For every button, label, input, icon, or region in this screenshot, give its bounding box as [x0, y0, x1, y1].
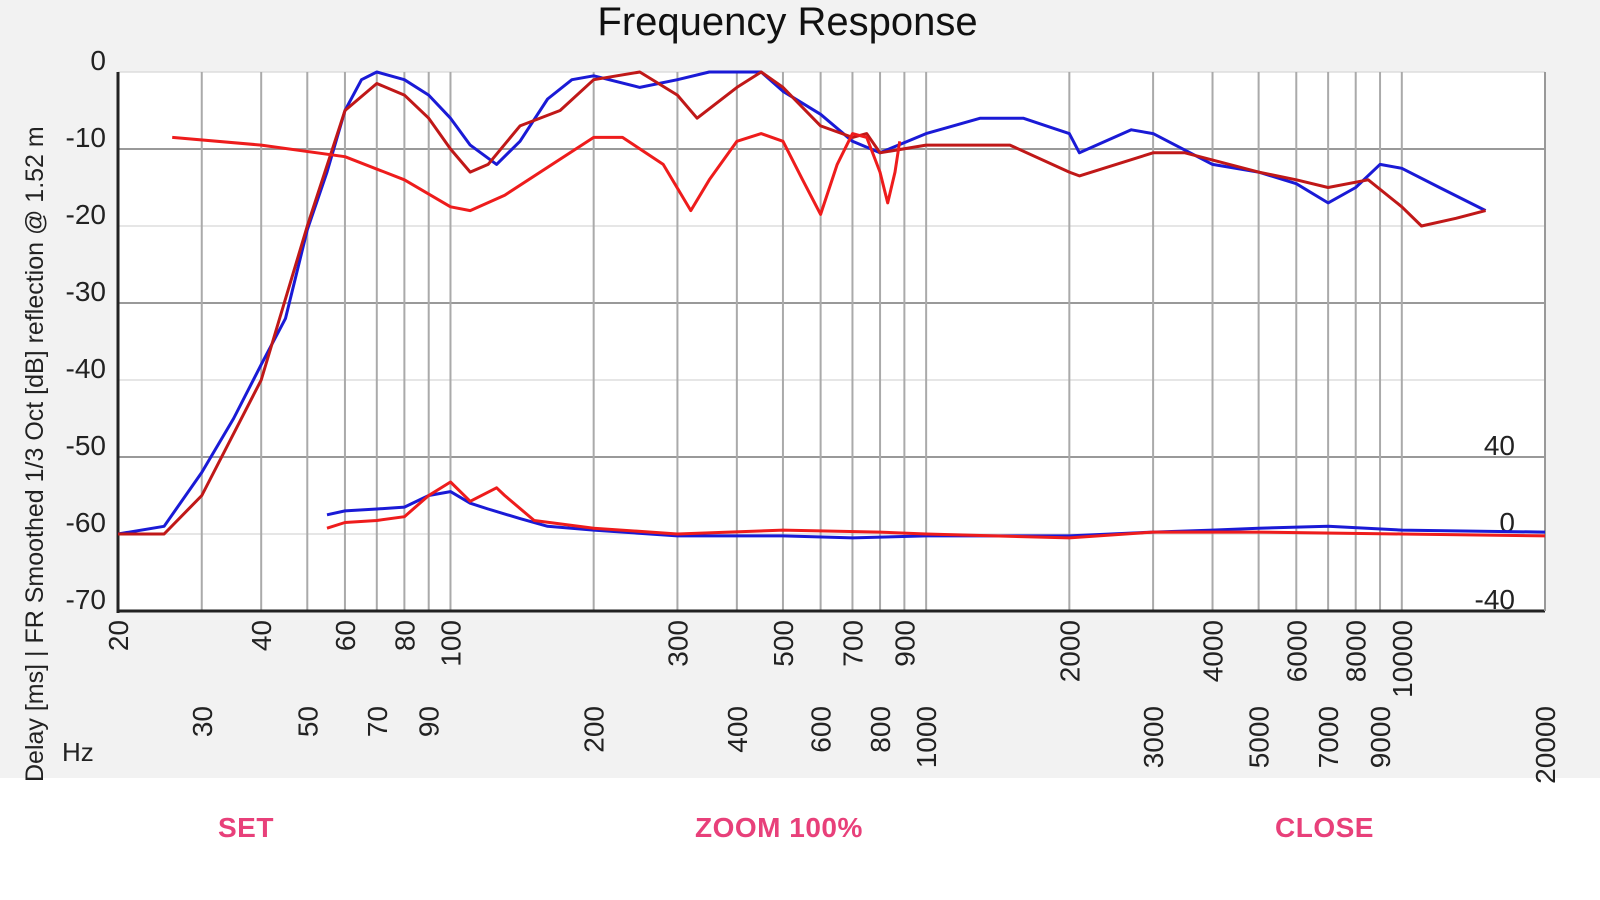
x-tick-label: 8000 — [1341, 620, 1372, 682]
series-line-2 — [172, 132, 902, 216]
x-tick-label: 200 — [579, 706, 610, 753]
x-tick-label: 3000 — [1138, 706, 1169, 768]
frequency-response-plot[interactable]: 0 -10 -20 -30 -40 -50 -60 -70 20 30 40 50 60 70 80 90 10… — [0, 0, 1600, 800]
x-tick-label: 80 — [389, 620, 420, 651]
y-tick-label: -20 — [66, 199, 106, 230]
y-tick-label: -30 — [66, 276, 106, 307]
x-tick-label: 2000 — [1054, 620, 1085, 682]
x-tick-label: 300 — [662, 620, 693, 667]
x-tick-label: 500 — [768, 620, 799, 667]
x-tick-label: 9000 — [1365, 706, 1396, 768]
y-tick-label: -10 — [66, 122, 106, 153]
series-line-1 — [118, 70, 1486, 536]
x-tick-label: 50 — [292, 706, 323, 737]
x-tick-label: 800 — [865, 706, 896, 753]
y-tick-label: -60 — [66, 507, 106, 538]
chart-title: Frequency Response — [597, 0, 978, 44]
y-tick-label: 0 — [90, 45, 106, 76]
x-tick-label: 100 — [435, 620, 466, 667]
x-tick-label: 1000 — [911, 706, 942, 768]
x-tick-label: 60 — [330, 620, 361, 651]
y2-tick-label: 40 — [1484, 430, 1515, 461]
x-tick-label: 400 — [722, 706, 753, 753]
series-line-4 — [326, 480, 1546, 540]
y-tick-label: -50 — [66, 430, 106, 461]
x-tick-label: 7000 — [1313, 706, 1344, 768]
x-tick-label: 900 — [889, 620, 920, 667]
x-tick-label: 30 — [187, 706, 218, 737]
x-tick-label: 5000 — [1244, 706, 1275, 768]
zoom-button[interactable]: ZOOM 100% — [695, 812, 863, 843]
chart-area: Frequency Response Delay [ms] | FR Smoot… — [0, 0, 1600, 784]
x-axis-unit: Hz — [62, 737, 94, 767]
x-tick-label: 20 — [103, 620, 134, 651]
x-tick-label: 70 — [362, 706, 393, 737]
x-tick-label: 4000 — [1198, 620, 1229, 682]
set-button[interactable]: SET — [218, 812, 274, 843]
y-tick-label: -40 — [66, 353, 106, 384]
series-line-3 — [326, 490, 1546, 540]
y2-tick-label: 0 — [1499, 507, 1515, 538]
x-tick-label: 20000 — [1530, 706, 1561, 784]
x-tick-label: 600 — [806, 706, 837, 753]
x-tick-label: 6000 — [1281, 620, 1312, 682]
x-tick-label: 40 — [246, 620, 277, 651]
y-tick-label: -70 — [66, 584, 106, 615]
x-tick-label: 90 — [414, 706, 445, 737]
x-tick-label: 10000 — [1387, 620, 1418, 698]
x-tick-label: 700 — [837, 620, 868, 667]
close-button[interactable]: CLOSE — [1275, 812, 1374, 843]
